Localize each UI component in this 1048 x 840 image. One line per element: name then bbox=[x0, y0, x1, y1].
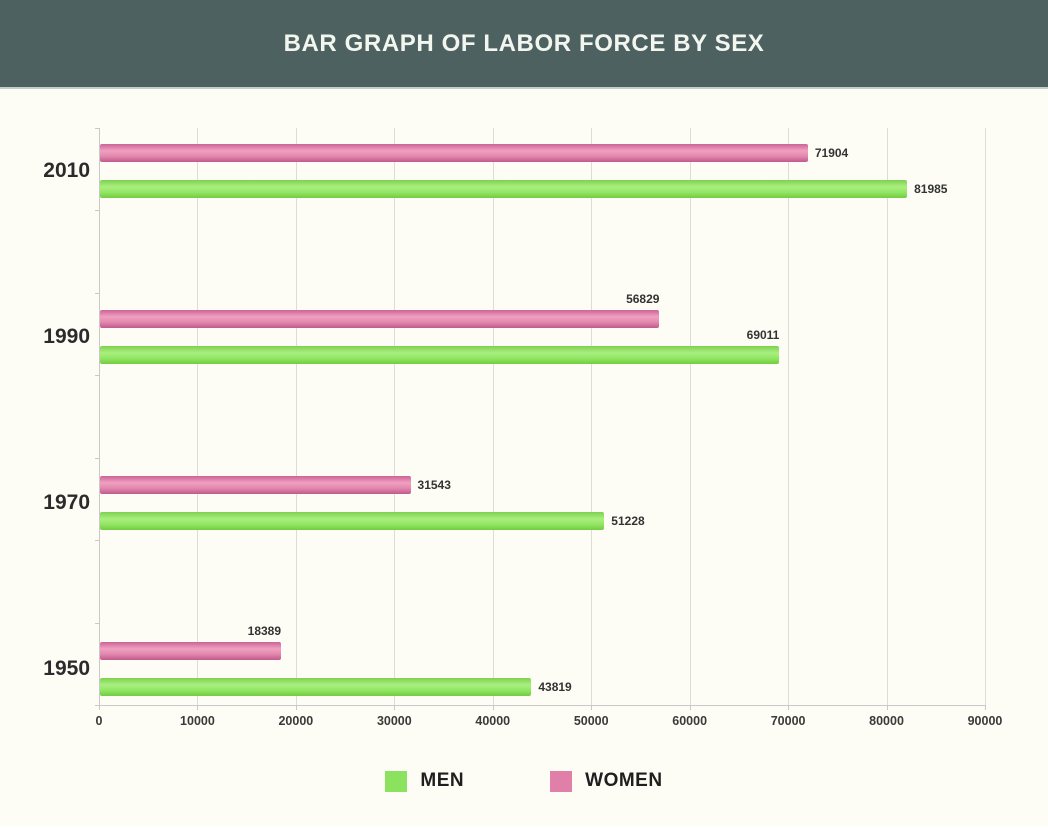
category-label-1970: 1970 bbox=[43, 491, 90, 514]
gridline bbox=[197, 128, 199, 705]
gridline bbox=[689, 128, 691, 705]
x-axis-tick bbox=[591, 706, 593, 710]
value-label-men-1970: 51228 bbox=[611, 514, 645, 528]
bar-men-1950 bbox=[100, 678, 532, 696]
y-axis-tick bbox=[95, 128, 99, 129]
value-label-women-1970: 31543 bbox=[417, 478, 451, 492]
y-axis-line bbox=[99, 128, 100, 705]
value-label-men-2010: 81985 bbox=[914, 182, 948, 196]
x-axis-tick bbox=[295, 706, 297, 710]
bar-women-1970 bbox=[100, 476, 411, 494]
x-tick-label: 90000 bbox=[967, 714, 1003, 728]
y-axis-tick bbox=[95, 622, 99, 624]
gridline bbox=[394, 128, 396, 705]
legend-item-women: WOMEN bbox=[550, 770, 662, 792]
x-axis-tick bbox=[197, 706, 199, 710]
bar-women-2010 bbox=[100, 144, 808, 162]
legend: MEN WOMEN bbox=[0, 770, 1048, 792]
bar-men-1970 bbox=[100, 512, 605, 530]
y-axis-tick bbox=[95, 540, 99, 542]
x-tick-label: 10000 bbox=[180, 714, 215, 728]
women-legend-label: WOMEN bbox=[585, 770, 663, 791]
category-label-1950: 1950 bbox=[43, 657, 90, 680]
x-axis-tick bbox=[689, 706, 691, 710]
y-axis-tick bbox=[95, 292, 99, 294]
x-tick-label: 50000 bbox=[573, 714, 609, 728]
category-label-2010: 2010 bbox=[43, 159, 90, 182]
y-axis-tick bbox=[95, 375, 99, 377]
legend-item-men: MEN bbox=[385, 770, 464, 792]
x-axis-tick bbox=[886, 706, 888, 710]
chart-title: BAR GRAPH OF LABOR FORCE BY SEX bbox=[283, 29, 765, 57]
y-axis-tick bbox=[95, 705, 99, 706]
x-axis-tick bbox=[492, 706, 494, 710]
x-axis-tick bbox=[394, 706, 396, 710]
bar-women-1950 bbox=[100, 642, 282, 660]
x-tick-label: 30000 bbox=[376, 714, 412, 728]
chart-header: BAR GRAPH OF LABOR FORCE BY SEX bbox=[0, 0, 1048, 89]
y-axis-tick bbox=[95, 457, 99, 459]
bar-women-1990 bbox=[100, 310, 660, 328]
x-tick-label: 0 bbox=[95, 714, 103, 728]
men-legend-label: MEN bbox=[420, 770, 465, 791]
gridline bbox=[886, 128, 888, 705]
page-footer bbox=[0, 826, 1048, 840]
x-axis-tick bbox=[99, 706, 100, 710]
x-tick-label: 80000 bbox=[869, 714, 904, 728]
value-label-women-1990: 56829 bbox=[626, 292, 660, 306]
women-legend-swatch bbox=[550, 770, 573, 792]
bar-men-2010 bbox=[100, 180, 908, 198]
men-legend-swatch bbox=[385, 770, 408, 792]
y-axis-tick bbox=[95, 210, 99, 212]
category-label-1990: 1990 bbox=[43, 325, 90, 348]
bar-men-1990 bbox=[100, 346, 780, 364]
gridline bbox=[492, 128, 494, 705]
x-tick-label: 70000 bbox=[770, 714, 806, 728]
gridline bbox=[591, 128, 593, 705]
x-axis-tick bbox=[985, 706, 986, 710]
x-axis-line bbox=[99, 705, 986, 706]
x-tick-label: 40000 bbox=[475, 714, 511, 728]
value-label-men-1990: 69011 bbox=[746, 328, 780, 342]
x-tick-label: 20000 bbox=[278, 714, 314, 728]
gridline bbox=[295, 128, 297, 705]
value-label-women-2010: 71904 bbox=[814, 146, 849, 160]
x-axis-tick bbox=[788, 706, 790, 710]
value-label-men-1950: 43819 bbox=[538, 680, 572, 694]
gridline bbox=[788, 128, 790, 705]
value-label-women-1950: 18389 bbox=[247, 624, 282, 638]
gridline bbox=[985, 128, 986, 705]
x-tick-label: 60000 bbox=[672, 714, 708, 728]
